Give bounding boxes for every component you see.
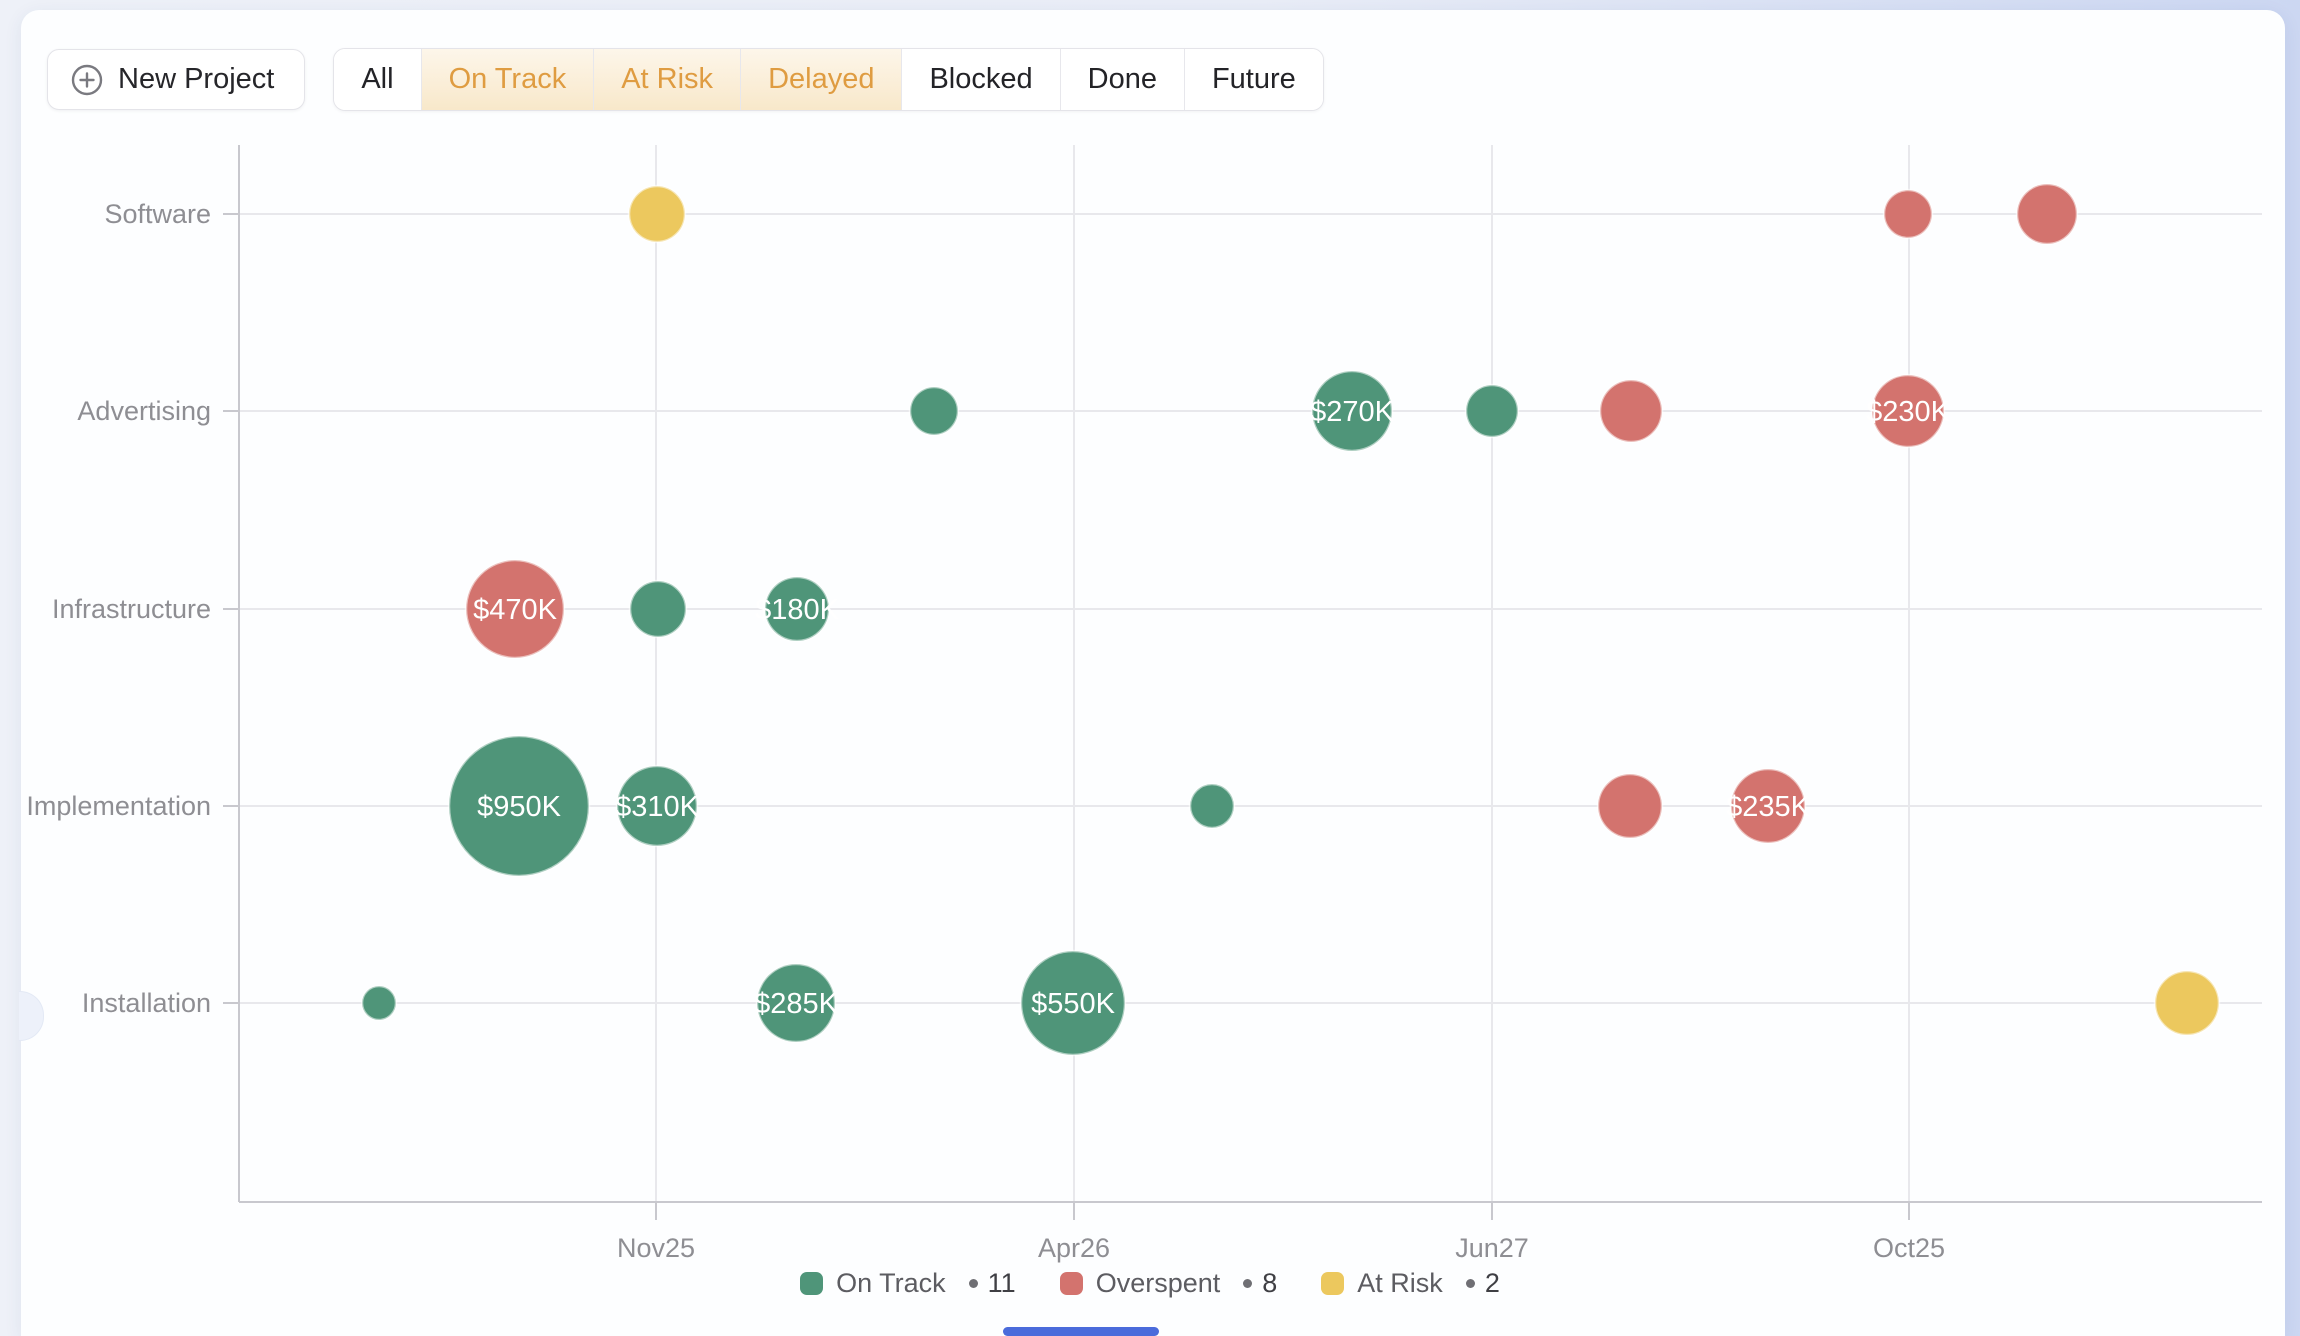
bubble-on-track[interactable] bbox=[615, 764, 699, 848]
new-project-label: New Project bbox=[118, 63, 275, 95]
legend-swatch-overspent bbox=[1059, 1272, 1083, 1295]
plus-circle-icon bbox=[70, 63, 104, 97]
bubble-at-risk[interactable] bbox=[627, 184, 687, 244]
legend-swatch-on-track bbox=[800, 1272, 824, 1295]
legend-separator-dot bbox=[968, 1279, 978, 1288]
filter-tab-all[interactable]: All bbox=[334, 49, 422, 110]
y-axis-label: Implementation bbox=[26, 791, 211, 821]
legend-label: Overspent bbox=[1095, 1268, 1221, 1298]
x-axis-label: Jun27 bbox=[1455, 1233, 1529, 1263]
y-axis-label: Advertising bbox=[77, 396, 211, 426]
bubble-overspent[interactable] bbox=[1870, 373, 1946, 449]
bubble-overspent[interactable] bbox=[1598, 378, 1664, 444]
bubble-on-track[interactable] bbox=[763, 575, 831, 643]
legend-count: 2 bbox=[1484, 1268, 1500, 1298]
bubble-label: $270K bbox=[1310, 396, 1395, 428]
bubble-overspent[interactable] bbox=[1596, 772, 1664, 840]
bubble-label: $310K bbox=[615, 791, 700, 823]
x-axis-label: Apr26 bbox=[1038, 1233, 1110, 1263]
bubble-on-track[interactable] bbox=[628, 579, 688, 639]
bubble-on-track[interactable] bbox=[1188, 782, 1236, 830]
x-axis-label: Nov25 bbox=[617, 1233, 695, 1263]
legend-swatch-at-risk bbox=[1321, 1272, 1345, 1295]
bubble-at-risk[interactable] bbox=[2153, 969, 2221, 1037]
new-project-button[interactable]: New Project bbox=[47, 49, 306, 110]
bubble-label: $950K bbox=[477, 791, 562, 823]
bubble-on-track[interactable] bbox=[755, 962, 837, 1044]
y-axis-label: Software bbox=[104, 199, 211, 229]
bubble-on-track[interactable] bbox=[1310, 369, 1394, 453]
bubble-label: $470K bbox=[473, 594, 558, 626]
legend-label: On Track bbox=[836, 1268, 946, 1298]
bubble-on-track[interactable] bbox=[908, 385, 960, 437]
x-axis-label: Oct25 bbox=[1873, 1233, 1945, 1263]
bubble-label: $235K bbox=[1726, 791, 1811, 823]
y-axis-label: Infrastructure bbox=[52, 594, 211, 624]
bubble-on-track[interactable] bbox=[447, 734, 591, 878]
filter-tab-at-risk[interactable]: At Risk bbox=[594, 49, 742, 110]
legend-separator-dot bbox=[1243, 1279, 1253, 1288]
filter-tab-blocked[interactable]: Blocked bbox=[902, 49, 1061, 110]
status-filter-group: All On Track At Risk Delayed Blocked Done Futu… bbox=[333, 48, 1324, 111]
bubble-label: $285K bbox=[754, 988, 839, 1020]
bubble-label: $230K bbox=[1866, 396, 1951, 428]
bottom-accent-bar bbox=[1003, 1327, 1159, 1336]
legend-count: 8 bbox=[1262, 1268, 1278, 1298]
bubble-on-track[interactable] bbox=[360, 984, 398, 1022]
y-axis-label: Installation bbox=[82, 988, 211, 1018]
bubble-label: $180K bbox=[755, 594, 840, 626]
bubble-overspent[interactable] bbox=[1729, 767, 1807, 845]
bubble-overspent[interactable] bbox=[464, 558, 566, 660]
legend-count: 11 bbox=[987, 1268, 1016, 1298]
filter-tab-on-track[interactable]: On Track bbox=[421, 49, 595, 110]
legend-item-on-track[interactable]: On Track 11 bbox=[800, 1268, 1016, 1299]
bubble-on-track[interactable] bbox=[1464, 383, 1520, 439]
filter-tab-done[interactable]: Done bbox=[1060, 49, 1185, 110]
bubble-on-track[interactable] bbox=[1019, 949, 1127, 1057]
bubble-label: $550K bbox=[1031, 988, 1116, 1020]
toolbar: New Project All On Track At Risk Delayed Blo… bbox=[47, 48, 1324, 111]
bubble-overspent[interactable] bbox=[2015, 182, 2079, 246]
bubble-overspent[interactable] bbox=[1882, 188, 1934, 240]
legend-separator-dot bbox=[1465, 1279, 1475, 1288]
legend-item-overspent[interactable]: Overspent 8 bbox=[1059, 1268, 1278, 1299]
filter-tab-future[interactable]: Future bbox=[1184, 49, 1323, 110]
chart-legend: On Track 11 Overspent 8 At Risk 2 bbox=[0, 1268, 2300, 1299]
filter-tab-delayed[interactable]: Delayed bbox=[741, 49, 903, 110]
legend-label: At Risk bbox=[1357, 1268, 1443, 1298]
legend-item-at-risk[interactable]: At Risk 2 bbox=[1321, 1268, 1500, 1299]
